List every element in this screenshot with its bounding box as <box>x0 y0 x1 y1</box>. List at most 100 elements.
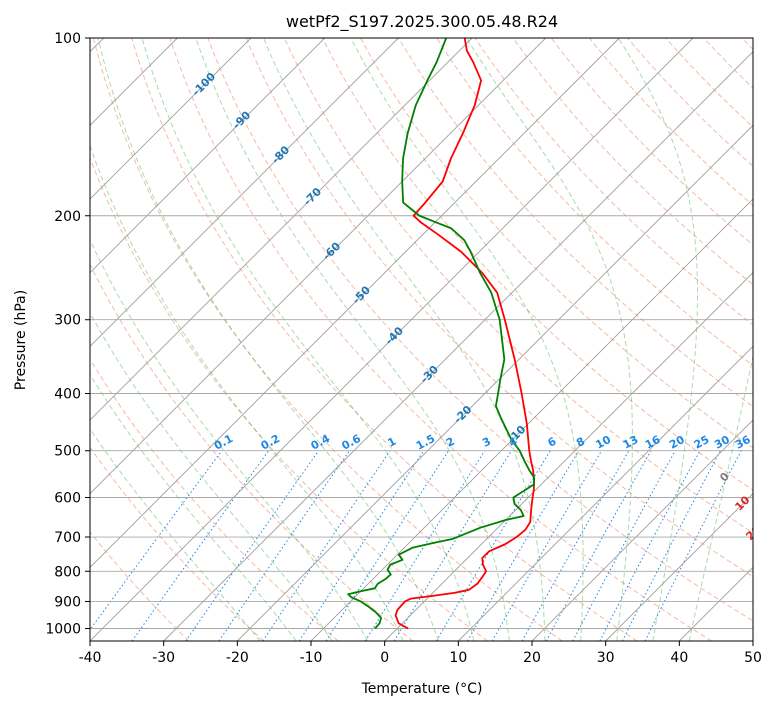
moist-adiabat <box>350 38 584 641</box>
y-tick-label: 800 <box>54 564 81 580</box>
mixing-ratio-label: 25 <box>692 433 712 452</box>
x-tick-label: -20 <box>226 650 249 666</box>
dry-adiabat <box>550 38 753 246</box>
mixing-ratio-label: 30 <box>712 433 732 452</box>
dry-adiabat <box>207 38 753 622</box>
grid-lines <box>90 38 753 641</box>
dry-adiabat <box>90 358 339 641</box>
moist-adiabat <box>141 38 475 641</box>
moist-adiabat <box>688 354 753 641</box>
mixing-ratio-label: 10 <box>593 433 613 452</box>
mixing-ratio-line <box>393 450 512 641</box>
isotherm <box>310 198 753 641</box>
y-tick-label: 700 <box>54 530 81 546</box>
dry-adiabat <box>245 38 753 578</box>
isotherm <box>163 51 753 641</box>
isotherm-label: -40 <box>383 324 406 347</box>
isotherm <box>90 38 325 274</box>
dry-adiabat <box>90 446 264 641</box>
chart-title: wetPf2_S197.2025.300.05.48.R24 <box>286 12 558 32</box>
isotherm <box>237 124 753 641</box>
isotherm-label: -70 <box>301 185 324 208</box>
isotherm <box>90 38 694 641</box>
isotherm <box>90 38 399 347</box>
mixing-ratio-line <box>364 450 486 641</box>
plot-frame <box>89 37 754 642</box>
isotherm-label: -80 <box>269 143 292 166</box>
moist-adiabat <box>617 38 698 641</box>
mixing-ratio-line <box>325 450 450 641</box>
dry-adiabat <box>169 38 713 641</box>
mixing-ratio-label: 8 <box>574 435 587 450</box>
isotherm <box>531 419 753 641</box>
isotherm <box>90 38 473 421</box>
x-tick-label: 40 <box>670 650 688 666</box>
isotherm <box>458 345 753 641</box>
moist-adiabat <box>90 144 404 641</box>
moist-adiabat <box>90 311 333 641</box>
isotherm <box>90 38 252 200</box>
isotherm-label: -60 <box>320 239 343 262</box>
isotherm-label: -30 <box>418 363 441 386</box>
dry-adiabat <box>360 38 753 449</box>
mixing-ratio-line <box>521 450 630 641</box>
mixing-ratio-label: 13 <box>621 433 641 452</box>
y-tick-label: 300 <box>54 313 81 329</box>
dry-adiabat <box>703 38 753 89</box>
isotherm <box>384 272 753 641</box>
mixing-ratio-label: 6 <box>546 435 559 450</box>
y-tick-label: 200 <box>54 209 81 225</box>
mixing-ratio-label: 0.4 <box>309 432 333 453</box>
mixing-ratio-line <box>572 450 676 641</box>
isotherm <box>679 566 753 641</box>
moist-adiabat-label: 20 <box>743 523 763 543</box>
mixing-ratio-line <box>545 450 652 641</box>
mixing-ratio-label: 3 <box>480 435 493 450</box>
y-tick-label: 900 <box>54 594 81 610</box>
background-lines <box>90 38 753 641</box>
moist-adiabat <box>90 373 297 641</box>
isotherm-label: -90 <box>230 108 253 131</box>
isotherm <box>90 38 620 568</box>
mixing-ratio-label: 16 <box>643 433 663 452</box>
dry-adiabat <box>93 38 563 641</box>
dry-adiabat <box>283 38 753 534</box>
y-tick-label: 500 <box>54 444 81 460</box>
mixing-ratio-lines <box>90 450 742 641</box>
series-group <box>347 38 536 630</box>
x-tick-label: 0 <box>380 650 389 666</box>
mixing-ratio-label: 1 <box>385 435 398 450</box>
isotherm <box>90 38 546 495</box>
isotherm <box>752 640 753 641</box>
dry-adiabat <box>512 38 753 286</box>
x-tick-label: 10 <box>449 650 467 666</box>
mixing-ratio-line <box>621 450 721 641</box>
isotherm-label: -100 <box>190 70 219 99</box>
mixing-ratio-label: 0.1 <box>212 432 235 453</box>
mixing-ratio-line <box>599 450 701 641</box>
mixing-ratio-line <box>644 450 742 641</box>
x-tick-label: 20 <box>523 650 541 666</box>
mixing-ratio-label: 1.5 <box>414 432 437 453</box>
moist-adiabat <box>195 38 510 641</box>
x-tick-label: 50 <box>744 650 762 666</box>
y-tick-label: 100 <box>54 31 81 47</box>
x-tick-label: -10 <box>300 650 323 666</box>
y-axis-label: Pressure (hPa) <box>13 290 29 390</box>
isotherm <box>605 493 753 641</box>
dry-adiabat <box>90 531 190 641</box>
mixing-ratio-label: 0.2 <box>259 432 282 453</box>
y-tick-label: 1000 <box>45 621 81 637</box>
x-tick-label: 30 <box>597 650 615 666</box>
mixing-ratio-line <box>298 450 425 641</box>
dry-adiabat <box>436 38 753 366</box>
dry-adiabat <box>665 38 753 128</box>
moist-adiabat-label: 10 <box>732 493 752 513</box>
dewpoint-profile <box>347 38 536 630</box>
x-tick-label: -40 <box>79 650 102 666</box>
mixing-ratio-line <box>90 450 223 631</box>
mixing-ratio-label: 20 <box>667 433 687 452</box>
moist-adiabat-label: 30 <box>753 554 773 574</box>
dry-adiabat <box>131 38 638 641</box>
